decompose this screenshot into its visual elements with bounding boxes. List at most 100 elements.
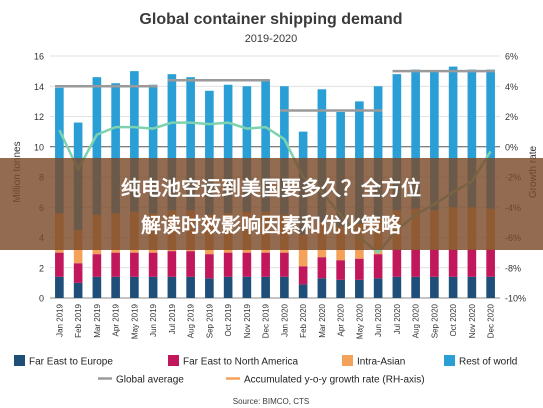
x-tick-label: Nov 2019 [243, 303, 252, 338]
legend-label: Global average [116, 375, 184, 386]
legend-swatch [342, 355, 353, 366]
x-tick-label: Apr 2020 [337, 303, 346, 336]
bar-segment [242, 86, 252, 212]
x-tick-label: Dec 2020 [487, 303, 496, 338]
bar-segment [430, 71, 439, 211]
bar-segment [223, 252, 233, 277]
y2-tick-label: 4% [505, 82, 518, 92]
overlay-banner-background [0, 158, 543, 250]
bar-segment [167, 74, 177, 211]
x-tick-label: May 2019 [130, 303, 139, 339]
bar-segment [486, 69, 495, 209]
y-tick-label: 14 [34, 82, 44, 92]
x-tick-label: Aug 2019 [187, 303, 196, 338]
y-tick-label: 0 [39, 294, 44, 304]
x-tick-label: Jul 2020 [393, 303, 402, 334]
bar-segment [148, 84, 158, 214]
x-tick-label: Sep 2020 [430, 303, 439, 338]
bar-segment [223, 84, 233, 214]
bar-segment [261, 252, 270, 277]
bar-segment [355, 258, 364, 280]
bar-segment [92, 276, 102, 298]
bar-segment [486, 276, 495, 298]
x-tick-label: Mar 2019 [93, 303, 102, 337]
bar-segment [280, 252, 289, 277]
bar-segment [205, 278, 214, 298]
x-tick-label: Jul 2019 [168, 303, 177, 334]
bar-segment [55, 252, 64, 277]
x-tick-label: Jun 2019 [149, 303, 158, 336]
bar-segment [392, 74, 402, 211]
bar-segment [205, 90, 214, 215]
x-tick-label: Aug 2020 [412, 303, 421, 338]
bar-segment [298, 234, 308, 267]
x-tick-label: Oct 2019 [224, 303, 233, 336]
x-tick-label: Jan 2019 [55, 303, 64, 336]
bar-segment [373, 254, 383, 279]
y-tick-label: 10 [34, 142, 44, 152]
chart-title: Global container shipping demand [139, 11, 402, 28]
bar-segment [430, 249, 439, 277]
global-average-line [55, 69, 495, 112]
bar-segment [186, 77, 195, 211]
x-tick-label: Nov 2020 [468, 303, 477, 338]
x-tick-label: May 2020 [355, 303, 364, 339]
bar-segment [336, 279, 345, 298]
y2-tick-label: 6% [505, 52, 518, 62]
bar-segment [448, 66, 458, 208]
legend-swatch [168, 355, 179, 366]
bar-segment [261, 80, 270, 212]
bar-segment [148, 276, 158, 298]
bar-segment [73, 263, 83, 283]
bar-segment [167, 251, 177, 277]
bar-segment [467, 69, 477, 208]
bar-segment [148, 252, 158, 277]
bar-segment [411, 69, 420, 209]
bar-segment [73, 282, 83, 298]
bar-segment [242, 252, 252, 277]
bar-segment [167, 276, 177, 298]
bar-segment [92, 254, 102, 277]
bar-segment [92, 77, 102, 215]
overlay-line-2: 解读时效影响因素和优化策略 [141, 213, 402, 237]
bar-segment [411, 276, 420, 298]
bar-segment [392, 249, 402, 277]
x-tick-label: Jun 2020 [374, 303, 383, 336]
y2-tick-label: 0% [505, 142, 518, 152]
x-tick-label: Dec 2019 [262, 303, 271, 338]
bar-segment [130, 71, 139, 212]
x-tick-label: Apr 2019 [112, 303, 121, 336]
legend-label: Accumulated y-o-y growth rate (RH-axis) [244, 375, 425, 386]
bar-segment [111, 276, 120, 298]
x-tick-label: Mar 2020 [318, 303, 327, 337]
y2-tick-label: 2% [505, 112, 518, 122]
legend-swatch [14, 355, 25, 366]
x-tick-label: Feb 2019 [74, 303, 83, 337]
bar-segment [280, 276, 289, 298]
bar-segment [242, 276, 252, 298]
bar-segment [298, 284, 308, 298]
bar-segment [392, 276, 402, 298]
bar-segment [448, 249, 458, 277]
x-tick-label: Feb 2020 [299, 303, 308, 337]
bar-segment [355, 279, 364, 298]
bar-segment [111, 83, 120, 214]
bar-segment [336, 260, 345, 280]
bar-segment [430, 276, 439, 298]
bar-segment [317, 257, 327, 279]
overlay-line-1: 纯电池空运到美国要多久？全方位 [121, 176, 421, 200]
bar-segment [373, 86, 383, 218]
bar-segment [186, 251, 195, 277]
bar-segment [223, 276, 233, 298]
bar-segment [467, 276, 477, 298]
legend: Far East to Europe Far East to North Amer… [14, 355, 517, 386]
legend-swatch [444, 355, 455, 366]
bar-segment [411, 249, 420, 277]
x-axis: Jan 2019 Feb 2019 Mar 2019 Apr 2019 May 2019… [55, 303, 495, 339]
bar-segment [373, 278, 383, 298]
bar-segment [467, 249, 477, 277]
x-tick-label: Jan 2020 [280, 303, 289, 336]
bar-segment [111, 252, 120, 277]
legend-label: Rest of world [459, 357, 517, 368]
